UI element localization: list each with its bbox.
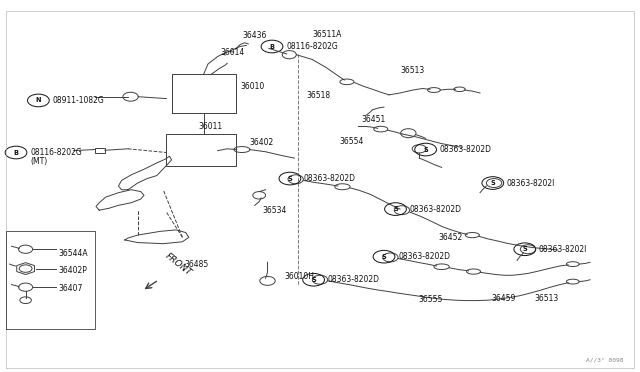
Text: N: N [36, 97, 41, 103]
Text: 36436: 36436 [242, 31, 266, 40]
Text: 36511A: 36511A [312, 30, 342, 39]
Text: S: S [423, 147, 428, 153]
Text: 36554: 36554 [339, 137, 364, 146]
Text: A//3° 0098: A//3° 0098 [586, 358, 624, 363]
Text: S: S [381, 254, 387, 260]
Text: 08363-8202D: 08363-8202D [304, 174, 356, 183]
Text: FRONT: FRONT [163, 251, 193, 277]
Text: 08363-8202D: 08363-8202D [410, 205, 461, 214]
Text: (MT): (MT) [31, 157, 48, 166]
Text: 08116-8202G: 08116-8202G [286, 42, 338, 51]
Text: 08363-8202D: 08363-8202D [398, 252, 450, 261]
Text: S: S [490, 180, 495, 186]
Text: 36555: 36555 [418, 295, 442, 304]
Text: B: B [13, 150, 19, 155]
Text: 36451: 36451 [362, 115, 386, 124]
Text: 08363-8202I: 08363-8202I [539, 245, 588, 254]
Text: 36010: 36010 [240, 82, 264, 91]
Text: 08363-8202I: 08363-8202I [507, 179, 556, 187]
Text: 08363-8202D: 08363-8202D [440, 145, 492, 154]
Text: 36402: 36402 [250, 138, 274, 147]
Text: B: B [269, 44, 275, 49]
Text: 36452: 36452 [438, 233, 463, 242]
Text: S: S [393, 206, 398, 212]
Text: 36534: 36534 [262, 206, 287, 215]
Text: 36014: 36014 [221, 48, 245, 57]
Text: 36010H: 36010H [285, 272, 315, 280]
Text: S: S [311, 277, 316, 283]
Text: S: S [522, 246, 527, 252]
Text: 36513: 36513 [400, 66, 424, 75]
Text: 36407: 36407 [59, 284, 83, 293]
Text: S: S [287, 176, 292, 182]
Text: 36485: 36485 [184, 260, 209, 269]
Text: 36459: 36459 [492, 294, 516, 303]
Text: 08363-8202D: 08363-8202D [328, 275, 380, 284]
Text: 36011: 36011 [198, 122, 223, 131]
Text: 08911-1082G: 08911-1082G [52, 96, 104, 105]
Text: 36513: 36513 [534, 294, 559, 303]
Bar [95, 148, 105, 153]
Text: 08116-8202G: 08116-8202G [30, 148, 82, 157]
Text: 36544A: 36544A [59, 249, 88, 258]
Text: 36518: 36518 [306, 92, 330, 100]
Text: 36402P: 36402P [59, 266, 88, 275]
